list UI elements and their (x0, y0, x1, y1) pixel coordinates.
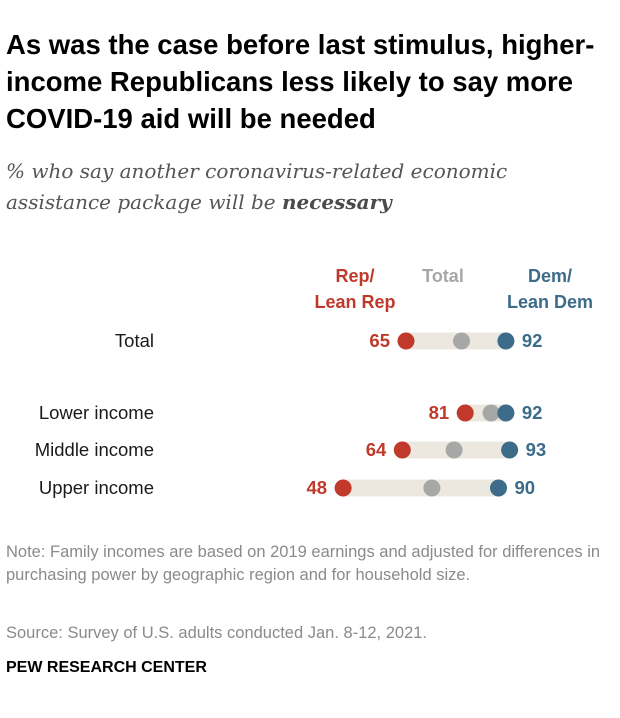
legend-rep-line-2: Lean Rep (314, 292, 395, 312)
dot-rep-lower-income (456, 404, 474, 422)
source-note: Source: Survey of U.S. adults conducted … (6, 624, 427, 642)
value-rep-middle-income: 64 (366, 439, 387, 460)
dot-dem-total (497, 332, 515, 350)
value-dem-total: 92 (522, 330, 543, 351)
dot-total-middle-income (445, 441, 463, 459)
row-label-total: Total (115, 330, 154, 351)
value-rep-lower-income: 81 (429, 402, 450, 423)
brand-logo-text: PEW RESEARCH CENTER (6, 659, 207, 676)
dot-rep-upper-income (334, 479, 352, 497)
legend-total: Total (422, 266, 464, 286)
dot-total-upper-income (423, 479, 441, 497)
value-rep-upper-income: 48 (307, 477, 328, 498)
value-dem-upper-income: 90 (515, 477, 536, 498)
legend-dem-line-1: Dem/ (528, 266, 572, 286)
legend-rep-line-1: Rep/ (335, 266, 374, 286)
dot-rep-middle-income (393, 441, 411, 459)
dot-dem-upper-income (490, 479, 507, 497)
dot-total-total (453, 332, 470, 350)
legend-dem-line-2: Lean Dem (507, 292, 593, 312)
subtitle-emphasis: necessary (281, 190, 392, 214)
chart-title: As was the case before last stimulus, hi… (6, 29, 595, 134)
subtitle-text: % who say another coronavirus-related ec… (6, 159, 508, 214)
footnote: Note: Family incomes are based on 2019 e… (6, 543, 601, 584)
value-dem-middle-income: 93 (526, 439, 547, 460)
dot-total-lower-income (482, 404, 500, 422)
dot-chart: Rep/Lean Rep Total Dem/Lean Dem Total 65 92 Lo… (35, 266, 593, 498)
dot-dem-middle-income (501, 441, 519, 459)
chart-subtitle: % who say another coronavirus-related ec… (6, 156, 616, 218)
value-dem-lower-income: 92 (522, 402, 543, 423)
value-rep-total: 65 (369, 330, 390, 351)
row-label-middle-income: Middle income (35, 439, 154, 460)
dot-rep-total (397, 332, 415, 350)
row-label-upper-income: Upper income (39, 477, 154, 498)
dot-dem-lower-income (497, 404, 515, 422)
row-label-lower-income: Lower income (39, 402, 154, 423)
